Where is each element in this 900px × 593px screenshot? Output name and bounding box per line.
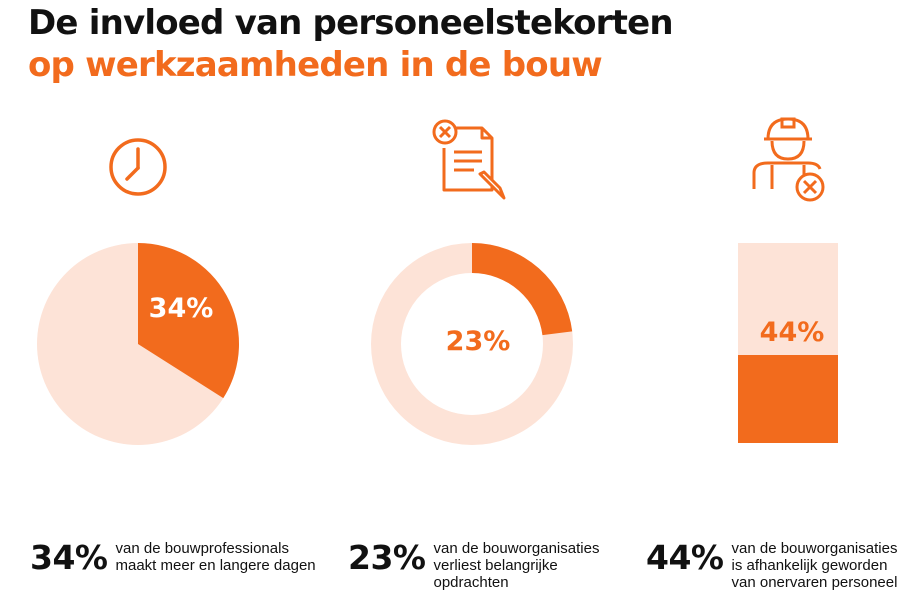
title-line-2: op werkzaamheden in de bouw bbox=[28, 45, 603, 85]
donut-value-label: 23% bbox=[445, 326, 511, 357]
donut-segment-value bbox=[472, 243, 573, 336]
stat-2-line-3: opdrachten bbox=[433, 574, 509, 591]
stat-2-value: 23% bbox=[348, 538, 426, 577]
stat-2: 23% van de bouworganisaties verliest bel… bbox=[348, 538, 600, 592]
stat-2-description: van de bouworganisaties verliest belangr… bbox=[434, 540, 600, 591]
clock-icon bbox=[109, 138, 167, 196]
pie-slice-value bbox=[138, 243, 239, 399]
stat-1-line-1: van de bouwprofessionals bbox=[115, 540, 289, 557]
stat-1-line-2: maakt meer en langere dagen bbox=[115, 557, 316, 574]
stat-3-value: 44% bbox=[646, 538, 724, 577]
stat-1: 34% van de bouwprofessionals maakt meer … bbox=[30, 540, 316, 576]
pie-value-label: 34% bbox=[148, 293, 214, 324]
stat-2-line-2: verliest belangrijke bbox=[433, 557, 558, 574]
page-title: De invloed van personeelstekorten op wer… bbox=[28, 2, 674, 86]
stat-3-line-1: van de bouworganisaties bbox=[731, 540, 898, 557]
pie-chart bbox=[37, 243, 239, 445]
donut-chart bbox=[371, 243, 573, 445]
rejected-document-icon bbox=[432, 119, 506, 200]
stat-1-description: van de bouwprofessionals maakt meer en l… bbox=[116, 540, 316, 574]
title-line-1: De invloed van personeelstekorten bbox=[28, 3, 674, 43]
stat-3: 44% van de bouworganisaties is afhankeli… bbox=[646, 538, 898, 592]
stat-2-line-1: van de bouworganisaties bbox=[433, 540, 600, 557]
bar-chart bbox=[738, 243, 838, 443]
stat-3-description: van de bouworganisaties is afhankelijk g… bbox=[732, 540, 898, 591]
rejected-worker-icon bbox=[752, 117, 825, 202]
stat-3-line-3: van onervaren personeel bbox=[731, 574, 898, 591]
stat-1-value: 34% bbox=[30, 538, 108, 577]
bar-value bbox=[738, 355, 838, 443]
stat-3-line-2: is afhankelijk geworden bbox=[731, 557, 888, 574]
bar-value-label: 44% bbox=[759, 317, 825, 348]
